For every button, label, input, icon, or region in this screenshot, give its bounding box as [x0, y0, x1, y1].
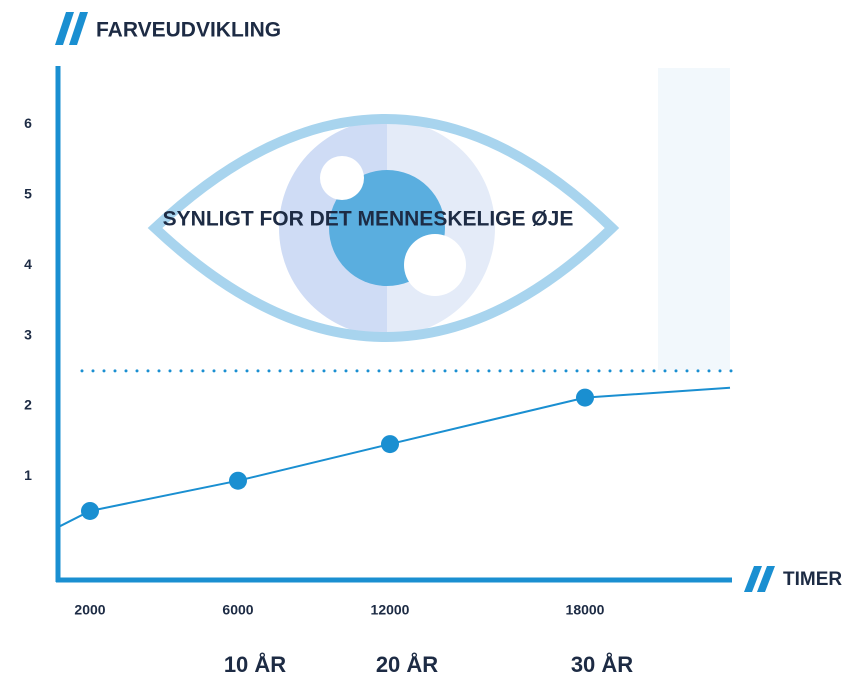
y-tick-label: 1	[24, 467, 32, 483]
data-line	[58, 388, 730, 527]
shaded-region	[658, 68, 730, 370]
data-point	[229, 472, 247, 490]
chart-title: FARVEUDVIKLING	[96, 19, 281, 42]
data-point	[576, 389, 594, 407]
x-tick-label: 12000	[371, 602, 410, 618]
period-label: 30 ÅR	[571, 651, 633, 677]
data-point	[381, 435, 399, 453]
x-tick-label: 2000	[74, 602, 105, 618]
x-axis-label: TIMER	[783, 569, 842, 590]
y-tick-label: 3	[24, 326, 32, 342]
y-tick-label: 4	[24, 256, 32, 272]
y-tick-label: 5	[24, 185, 32, 201]
y-tick-label: 2	[24, 397, 32, 413]
axis-label-icon	[744, 566, 775, 592]
x-tick-label: 18000	[566, 602, 605, 618]
title-icon	[55, 12, 88, 45]
data-point	[81, 502, 99, 520]
period-label: 10 ÅR	[224, 651, 286, 677]
period-label: 20 ÅR	[376, 651, 438, 677]
y-tick-label: 6	[24, 115, 32, 131]
annotation: SYNLIGT FOR DET MENNESKELIGE ØJE	[163, 208, 574, 231]
x-tick-label: 6000	[222, 602, 253, 618]
chart: FARVEUDVIKLING SYNLIGT FOR DET MENNESKEL…	[0, 0, 868, 681]
